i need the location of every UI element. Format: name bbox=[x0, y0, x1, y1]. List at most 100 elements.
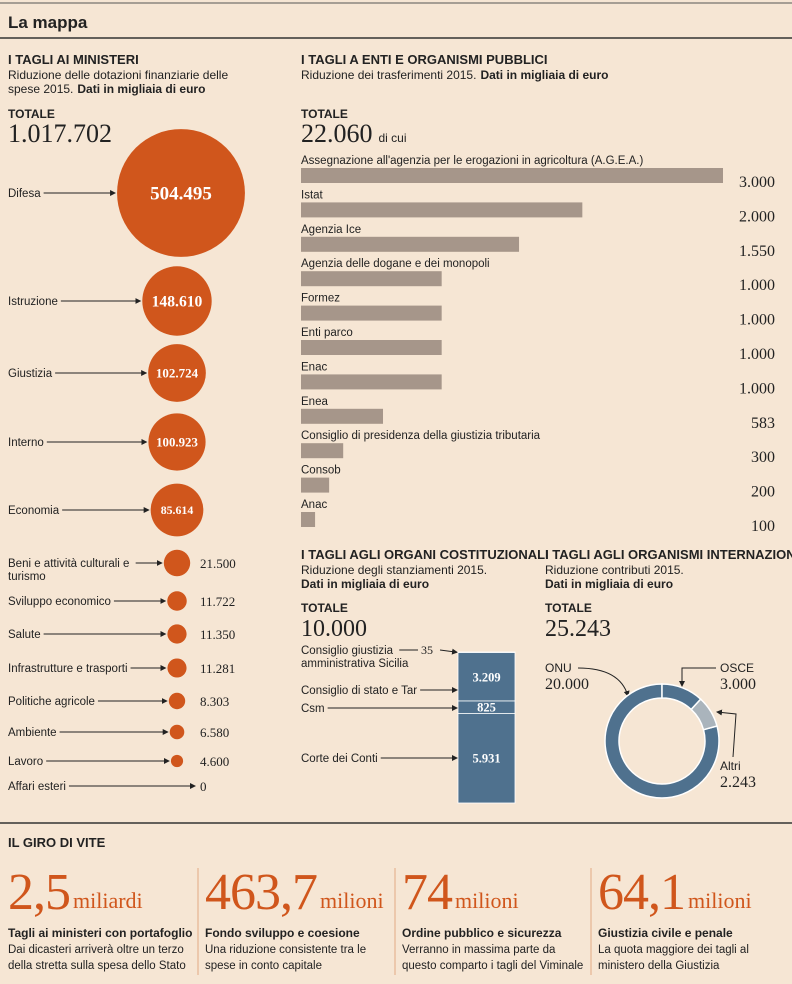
value-label: 102.724 bbox=[156, 366, 199, 381]
value-label: 6.580 bbox=[200, 725, 229, 740]
bar bbox=[301, 477, 330, 493]
category-label: Ambiente bbox=[8, 727, 57, 739]
bar bbox=[301, 408, 384, 424]
leader-line bbox=[577, 667, 630, 697]
number-unit: milioni bbox=[320, 888, 384, 913]
category-label: Enti parco bbox=[301, 327, 353, 339]
item-title: Giustizia civile e penale bbox=[598, 926, 733, 940]
total-value: 22.060 bbox=[301, 119, 373, 148]
big-number: 463,7 bbox=[205, 864, 317, 921]
value-label: 11.722 bbox=[200, 594, 235, 609]
text-line: Riduzione dei trasferimenti 2015. bbox=[301, 68, 476, 82]
value-label: 3.000 bbox=[739, 174, 775, 191]
bubble bbox=[168, 692, 186, 710]
unit-note: Dati in migliaia di euro bbox=[480, 68, 608, 82]
value-label: 1.000 bbox=[739, 346, 775, 363]
page-title: La mappa bbox=[8, 13, 88, 32]
subtitle: Riduzione degli stanziamenti 2015. bbox=[301, 563, 487, 577]
text-line: Affari esteri bbox=[8, 781, 66, 793]
text-line: Giustizia bbox=[8, 368, 53, 380]
category-label: Giustizia bbox=[8, 368, 53, 380]
section-title: I TAGLI AI MINISTERI bbox=[8, 52, 139, 67]
category-label: Consiglio di presidenza della giustizia … bbox=[301, 430, 541, 442]
bubble bbox=[117, 129, 245, 257]
text-line: Corte dei Conti bbox=[301, 753, 378, 765]
text-line: Istruzione bbox=[8, 296, 58, 308]
total-value: 10.000 bbox=[301, 616, 367, 642]
big-number: 64,1 bbox=[598, 864, 685, 921]
total-heading: TOTALE bbox=[8, 107, 55, 121]
category-label: Istat bbox=[301, 189, 324, 201]
text-line: Dai dicasteri arriverà oltre un terzo bbox=[8, 944, 187, 956]
bubble bbox=[167, 658, 187, 678]
text-line: amministrativa Sicilia bbox=[301, 658, 409, 670]
text-line: La quota maggiore dei tagli al bbox=[598, 944, 752, 956]
total-suffix: di cui bbox=[379, 131, 407, 145]
unit-note: Dati in migliaia di euro bbox=[545, 577, 673, 591]
text-line: Riduzione delle dotazioni finanziarie de… bbox=[8, 68, 231, 82]
value-label: 20.000 bbox=[545, 676, 589, 693]
text-line: Riduzione degli stanziamenti 2015. bbox=[301, 563, 487, 577]
total-heading: TOTALE bbox=[301, 601, 348, 615]
bubble bbox=[148, 413, 206, 471]
text-line: Verranno in massima parte da bbox=[402, 944, 559, 956]
category-label: OSCE bbox=[720, 661, 754, 675]
bubble bbox=[167, 591, 187, 611]
category-label: Corte dei Conti bbox=[301, 753, 378, 765]
text-line: Politiche agricole bbox=[8, 696, 95, 708]
value-label: 85.614 bbox=[161, 503, 194, 517]
value-label: 8.303 bbox=[200, 694, 229, 709]
category-label: Affari esteri bbox=[8, 781, 66, 793]
total-heading: TOTALE bbox=[545, 601, 592, 615]
text-line: turismo bbox=[8, 571, 46, 583]
value-label: 300 bbox=[751, 449, 775, 466]
text-line: Ambiente bbox=[8, 727, 57, 739]
item-title: Tagli ai ministeri con portafoglio bbox=[8, 926, 192, 940]
item-text: Una riduzione consistente tra le spese i… bbox=[205, 944, 369, 972]
text-line: Consiglio giustizia bbox=[301, 645, 396, 657]
bubble bbox=[167, 624, 187, 644]
section-title: I TAGLI AGLI ORGANISMI INTERNAZIONALI bbox=[545, 547, 792, 562]
text-line: spese 2015. bbox=[8, 82, 73, 96]
value-label: 1.000 bbox=[739, 380, 775, 397]
category-label: Csm bbox=[301, 703, 325, 715]
bubble bbox=[150, 483, 204, 537]
value-label: 0 bbox=[200, 779, 207, 794]
category-label: Agenzia delle dogane e dei monopoli bbox=[301, 258, 490, 270]
text-line: Interno bbox=[8, 437, 44, 449]
subtitle: Riduzione contributi 2015. bbox=[545, 563, 684, 577]
value-label: 100.923 bbox=[156, 436, 198, 450]
value-label: 148.610 bbox=[152, 293, 203, 310]
bar bbox=[301, 374, 442, 390]
category-label: Difesa bbox=[8, 188, 41, 200]
bubble bbox=[142, 266, 212, 336]
item-title: Ordine pubblico e sicurezza bbox=[402, 926, 562, 940]
text-line: spese in conto capitale bbox=[205, 960, 322, 972]
total-value: 25.243 bbox=[545, 616, 611, 642]
big-number: 2,5 bbox=[8, 864, 70, 921]
section-title: IL GIRO DI VITE bbox=[8, 835, 106, 850]
text-line: Consiglio di stato e Tar bbox=[301, 685, 417, 697]
value-label: 11.281 bbox=[200, 661, 235, 676]
text-line: Una riduzione consistente tra le bbox=[205, 944, 369, 956]
text-line: della stretta sulla spesa dello Stato bbox=[8, 960, 186, 972]
leader-line bbox=[439, 648, 458, 655]
category-label: Politiche agricole bbox=[8, 696, 95, 708]
value-label: 825 bbox=[477, 701, 496, 715]
value-label: 1.000 bbox=[739, 312, 775, 329]
value-label: 5.931 bbox=[472, 752, 500, 766]
value-label: 21.500 bbox=[200, 556, 236, 571]
item-text: Dai dicasteri arriverà oltre un terzo de… bbox=[8, 944, 187, 972]
bar bbox=[301, 305, 442, 321]
donut-segment bbox=[604, 683, 720, 799]
bar bbox=[301, 202, 583, 218]
value-label: 504.495 bbox=[150, 184, 212, 205]
section-title: I TAGLI A ENTI E ORGANISMI PUBBLICI bbox=[301, 52, 548, 67]
category-label: Economia bbox=[8, 505, 60, 517]
text-line: Riduzione contributi 2015. bbox=[545, 563, 684, 577]
value-label: 11.350 bbox=[200, 627, 235, 642]
category-label: Enea bbox=[301, 396, 328, 408]
subtitle: Riduzione dei trasferimenti 2015. bbox=[301, 68, 476, 82]
